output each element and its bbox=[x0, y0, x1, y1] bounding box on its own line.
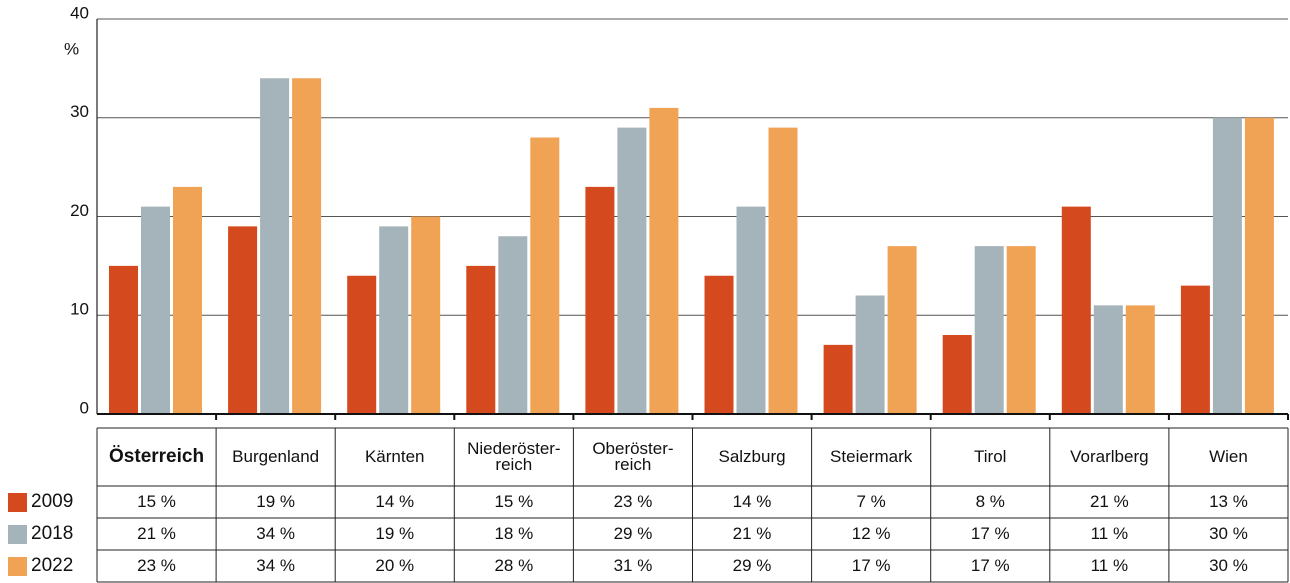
category-label: Steiermark bbox=[830, 447, 913, 466]
value-label: 15 % bbox=[137, 492, 176, 511]
bar bbox=[855, 295, 885, 414]
bar bbox=[887, 246, 917, 414]
legend-swatch bbox=[8, 492, 27, 512]
y-tick-label: 20 bbox=[70, 201, 89, 220]
bar bbox=[1212, 117, 1242, 414]
value-label: 18 % bbox=[494, 524, 534, 543]
bar bbox=[1244, 117, 1274, 414]
y-tick-label: 30 bbox=[70, 102, 89, 121]
bar bbox=[1093, 305, 1123, 414]
bar bbox=[768, 127, 798, 414]
category-label: Tirol bbox=[974, 447, 1007, 466]
category-label: Kärnten bbox=[364, 447, 425, 466]
bar bbox=[173, 186, 202, 414]
bar bbox=[942, 335, 972, 414]
bar bbox=[1061, 206, 1091, 414]
bar bbox=[585, 186, 615, 414]
value-label: 19 % bbox=[375, 524, 415, 543]
value-label: 21 % bbox=[1089, 492, 1129, 511]
legend-label: 2022 bbox=[31, 555, 74, 576]
value-label: 17 % bbox=[851, 556, 891, 575]
category-label: Niederöster- reich bbox=[467, 439, 561, 474]
value-label: 19 % bbox=[256, 492, 296, 511]
value-label: 11 % bbox=[1090, 556, 1129, 575]
bar bbox=[617, 127, 647, 414]
legend-swatch bbox=[8, 524, 27, 544]
category-label: Oberöster- reich bbox=[592, 439, 674, 474]
y-tick-label: 0 bbox=[80, 398, 89, 417]
bar bbox=[530, 137, 560, 414]
bar bbox=[1180, 285, 1210, 414]
bar bbox=[466, 265, 496, 414]
value-label: 11 % bbox=[1090, 524, 1129, 543]
bar bbox=[823, 344, 853, 414]
bar bbox=[1006, 246, 1036, 414]
category-label: Vorarlberg bbox=[1070, 447, 1149, 466]
value-label: 34 % bbox=[256, 524, 296, 543]
value-label: 34 % bbox=[256, 556, 296, 575]
bar bbox=[109, 265, 138, 414]
value-label: 17 % bbox=[970, 524, 1010, 543]
bar bbox=[411, 216, 441, 414]
bar bbox=[141, 206, 170, 414]
bar bbox=[974, 246, 1004, 414]
bar bbox=[228, 226, 258, 414]
value-label: 30 % bbox=[1209, 524, 1248, 543]
legend-item: 2022 bbox=[8, 550, 73, 582]
bar bbox=[1125, 305, 1155, 414]
value-label: 13 % bbox=[1209, 492, 1248, 511]
value-label: 14 % bbox=[732, 492, 772, 511]
bar bbox=[260, 78, 290, 414]
value-label: 28 % bbox=[494, 556, 534, 575]
legend-swatch bbox=[8, 556, 27, 576]
value-label: 20 % bbox=[375, 556, 415, 575]
y-tick-label: 40 bbox=[70, 3, 89, 22]
value-label: 8 % bbox=[975, 492, 1005, 511]
value-label: 12 % bbox=[851, 524, 891, 543]
category-label: Salzburg bbox=[718, 447, 786, 466]
bar bbox=[292, 78, 322, 414]
value-label: 23 % bbox=[137, 556, 176, 575]
value-label: 21 % bbox=[137, 524, 176, 543]
value-label: 21 % bbox=[732, 524, 772, 543]
bar bbox=[379, 226, 409, 414]
bar bbox=[649, 107, 679, 414]
value-label: 14 % bbox=[375, 492, 415, 511]
legend-item: 2009 bbox=[8, 486, 73, 518]
y-axis-label: % bbox=[64, 39, 79, 58]
value-label: 29 % bbox=[732, 556, 772, 575]
value-label: 17 % bbox=[970, 556, 1010, 575]
value-label: 29 % bbox=[613, 524, 653, 543]
bar bbox=[736, 206, 766, 414]
category-label: Wien bbox=[1209, 447, 1248, 466]
bar bbox=[347, 275, 377, 414]
category-label: Österreich bbox=[109, 446, 205, 467]
legend-label: 2018 bbox=[31, 523, 74, 544]
y-tick-label: 10 bbox=[70, 300, 89, 319]
value-label: 23 % bbox=[613, 492, 653, 511]
value-label: 7 % bbox=[856, 492, 886, 511]
legend-item: 2018 bbox=[8, 518, 73, 550]
category-label: Burgenland bbox=[232, 447, 320, 466]
value-label: 30 % bbox=[1209, 556, 1248, 575]
value-label: 15 % bbox=[494, 492, 534, 511]
legend-label: 2009 bbox=[31, 491, 74, 512]
bar bbox=[498, 236, 528, 414]
value-label: 31 % bbox=[613, 556, 653, 575]
bar bbox=[704, 275, 734, 414]
